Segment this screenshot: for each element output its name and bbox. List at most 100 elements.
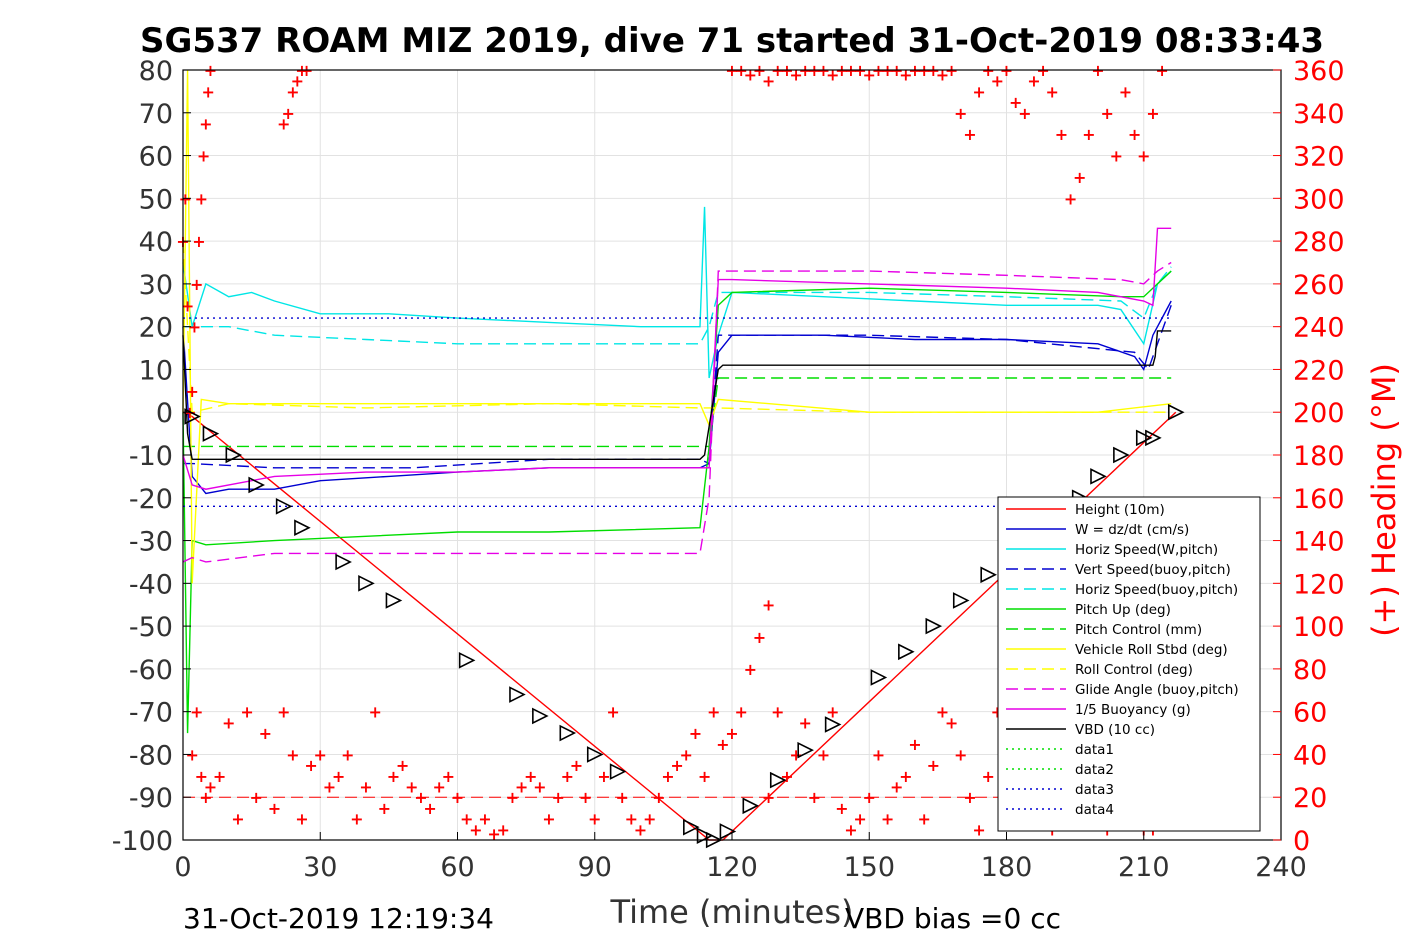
heading-point: + xyxy=(199,114,212,133)
y-right-tick-label: 200 xyxy=(1293,398,1345,429)
heading-point: + xyxy=(835,799,848,818)
heading-point: + xyxy=(652,788,665,807)
heading-point: + xyxy=(291,72,304,91)
heading-point: + xyxy=(359,778,372,797)
heading-point: + xyxy=(899,767,912,786)
heading-point: + xyxy=(1018,104,1031,123)
depth-marker xyxy=(824,716,842,733)
marker-layer xyxy=(184,403,1185,849)
heading-point: + xyxy=(963,788,976,807)
heading-point: + xyxy=(981,767,994,786)
heading-point: + xyxy=(378,799,391,818)
heading-point: + xyxy=(725,724,738,743)
depth-marker xyxy=(509,686,526,703)
heading-point: + xyxy=(185,745,198,764)
x-tick-label: 180 xyxy=(981,852,1033,883)
y-right-tick-label: 120 xyxy=(1293,569,1345,600)
heading-point: + xyxy=(890,778,903,797)
depth-marker xyxy=(1145,429,1162,447)
depth-marker xyxy=(202,425,220,442)
y-right-tick-label: 40 xyxy=(1293,740,1327,771)
heading-point: + xyxy=(542,810,555,829)
series-line-1-5-buoyancy-g xyxy=(182,227,1172,490)
x-tick-label: 60 xyxy=(440,852,474,883)
heading-point: + xyxy=(762,72,775,91)
y-tick-label: -100 xyxy=(112,826,173,857)
heading-point: + xyxy=(1073,168,1086,187)
y-right-tick-label: 0 xyxy=(1293,826,1310,857)
heading-point: + xyxy=(286,82,299,101)
legend-label: Horiz Speed(W,pitch) xyxy=(1075,542,1218,558)
heading-point: + xyxy=(963,125,976,144)
depth-marker xyxy=(609,763,627,780)
depth-marker xyxy=(797,741,814,759)
heading-point: + xyxy=(451,788,464,807)
y-tick-label: 40 xyxy=(139,227,173,258)
heading-point: + xyxy=(615,788,628,807)
heading-point: + xyxy=(204,778,217,797)
legend-label: data2 xyxy=(1075,762,1114,778)
heading-point: + xyxy=(192,232,205,251)
heading-point: + xyxy=(314,745,327,764)
heading-point: + xyxy=(670,756,683,775)
heading-point: + xyxy=(597,767,610,786)
depth-marker xyxy=(458,652,476,669)
y-tick-label: 50 xyxy=(139,184,173,215)
heading-point: + xyxy=(533,778,546,797)
heading-point: + xyxy=(1009,93,1022,112)
depth-marker xyxy=(870,669,888,686)
heading-point: + xyxy=(432,778,445,797)
heading-point: + xyxy=(570,756,583,775)
y-right-tick-label: 220 xyxy=(1293,355,1345,386)
y-right-tick-label: 60 xyxy=(1293,698,1327,729)
heading-point: + xyxy=(844,820,857,839)
heading-point: + xyxy=(588,810,601,829)
depth-marker xyxy=(559,724,577,742)
heading-point: + xyxy=(606,703,619,722)
legend-label: Height (10m) xyxy=(1075,502,1165,518)
heading-point: + xyxy=(1064,189,1077,208)
heading-point: + xyxy=(908,735,921,754)
depth-marker xyxy=(719,823,737,840)
heading-point: + xyxy=(195,767,208,786)
depth-marker xyxy=(952,592,970,609)
heading-point: + xyxy=(268,799,281,818)
legend: Height (10m) W = dz/dt (cm/s) Horiz Speed(… xyxy=(997,496,1261,832)
heading-point: + xyxy=(1082,125,1095,144)
heading-point: + xyxy=(972,82,985,101)
heading-point: + xyxy=(323,778,336,797)
heading-point: + xyxy=(707,703,720,722)
x-axis-label: Time (minutes) xyxy=(610,893,854,931)
y-tick-label: -60 xyxy=(129,655,173,686)
heading-point: + xyxy=(780,767,793,786)
legend-label: Pitch Up (deg) xyxy=(1075,602,1171,618)
heading-point: + xyxy=(762,596,775,615)
heading-point: + xyxy=(213,767,226,786)
heading-point: + xyxy=(680,745,693,764)
heading-point: + xyxy=(460,810,473,829)
x-tick-label: 240 xyxy=(1255,852,1307,883)
series-line-pitch-up-deg xyxy=(182,270,1172,734)
legend-label: data3 xyxy=(1075,782,1114,798)
heading-point: + xyxy=(561,767,574,786)
heading-point: + xyxy=(387,767,400,786)
y-tick-label: -10 xyxy=(129,441,173,472)
x-tick-label: 0 xyxy=(174,852,191,883)
y-right-tick-label: 320 xyxy=(1293,142,1345,173)
x-tick-label: 150 xyxy=(843,852,895,883)
y-tick-label: 30 xyxy=(139,270,173,301)
depth-marker xyxy=(225,446,243,464)
y-tick-label: 0 xyxy=(156,398,173,429)
heading-point: + xyxy=(771,703,784,722)
depth-marker xyxy=(898,643,915,661)
heading-point: + xyxy=(195,189,208,208)
depth-marker xyxy=(742,797,760,815)
x-tick-label: 30 xyxy=(303,852,337,883)
depth-marker xyxy=(683,818,700,836)
heading-point: + xyxy=(881,810,894,829)
y-right-tick-label: 360 xyxy=(1293,56,1345,87)
depth-marker xyxy=(980,566,997,584)
heading-point: + xyxy=(368,703,381,722)
heading-point: + xyxy=(277,703,290,722)
y-tick-label: 10 xyxy=(139,355,173,386)
